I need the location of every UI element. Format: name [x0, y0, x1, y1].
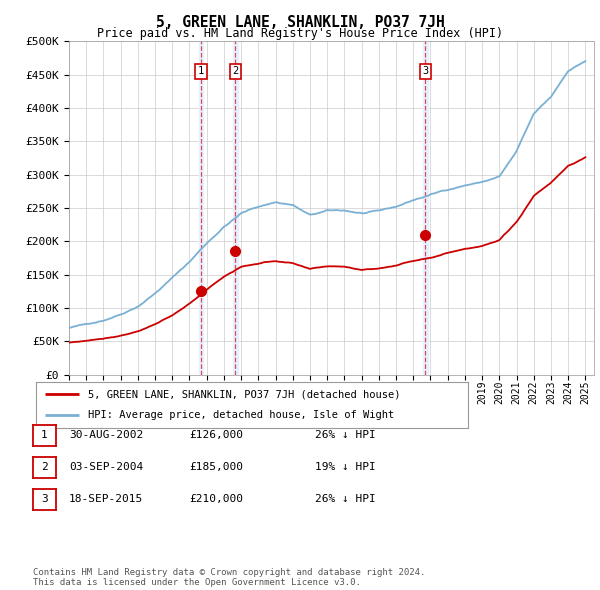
Text: 5, GREEN LANE, SHANKLIN, PO37 7JH: 5, GREEN LANE, SHANKLIN, PO37 7JH: [155, 15, 445, 30]
Text: £210,000: £210,000: [189, 494, 243, 504]
Text: 03-SEP-2004: 03-SEP-2004: [69, 463, 143, 472]
Text: 2: 2: [232, 66, 239, 76]
Text: Price paid vs. HM Land Registry's House Price Index (HPI): Price paid vs. HM Land Registry's House …: [97, 27, 503, 40]
Text: £126,000: £126,000: [189, 431, 243, 440]
Text: 3: 3: [422, 66, 428, 76]
Bar: [199, 41, 203, 375]
Text: 30-AUG-2002: 30-AUG-2002: [69, 431, 143, 440]
Text: £185,000: £185,000: [189, 463, 243, 472]
Text: 1: 1: [41, 431, 48, 440]
Text: 5, GREEN LANE, SHANKLIN, PO37 7JH (detached house): 5, GREEN LANE, SHANKLIN, PO37 7JH (detac…: [88, 389, 400, 399]
Text: 2: 2: [41, 463, 48, 472]
Text: 3: 3: [41, 494, 48, 504]
Text: 26% ↓ HPI: 26% ↓ HPI: [315, 494, 376, 504]
Bar: [424, 41, 428, 375]
Text: 18-SEP-2015: 18-SEP-2015: [69, 494, 143, 504]
Text: 26% ↓ HPI: 26% ↓ HPI: [315, 431, 376, 440]
Bar: [233, 41, 238, 375]
Text: HPI: Average price, detached house, Isle of Wight: HPI: Average price, detached house, Isle…: [88, 410, 394, 420]
Text: 19% ↓ HPI: 19% ↓ HPI: [315, 463, 376, 472]
Text: 1: 1: [198, 66, 204, 76]
Text: Contains HM Land Registry data © Crown copyright and database right 2024.
This d: Contains HM Land Registry data © Crown c…: [33, 568, 425, 587]
